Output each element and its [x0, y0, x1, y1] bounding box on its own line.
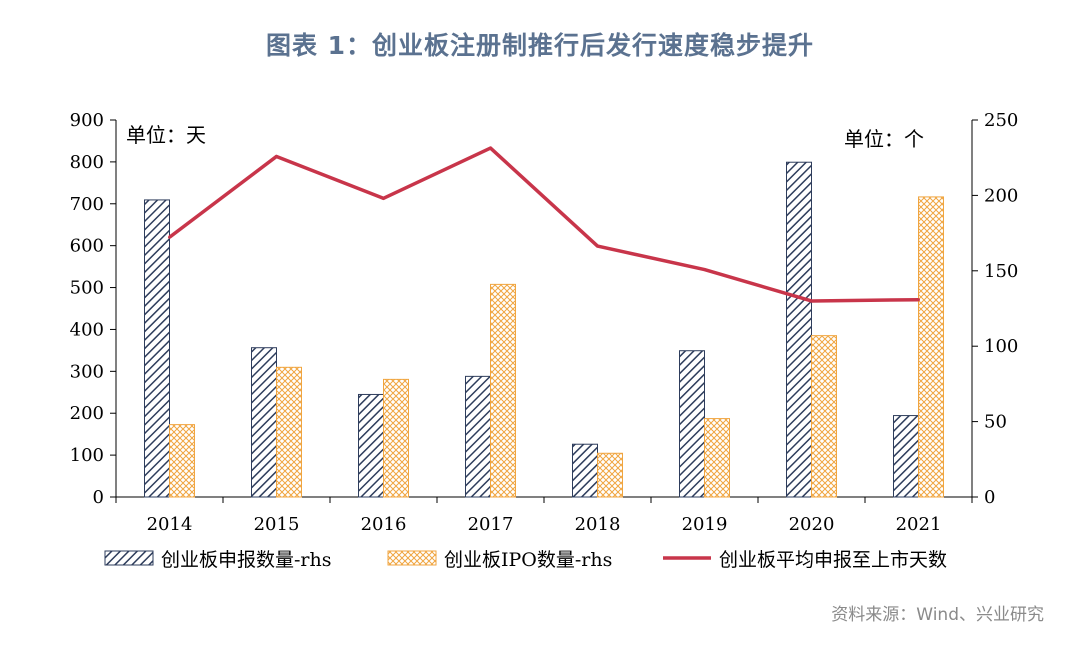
bar-ipos — [597, 452, 623, 498]
right-unit-label: 单位：个 — [844, 127, 924, 151]
left-axis-tick-label: 700 — [70, 194, 104, 215]
left-axis-tick-label: 600 — [70, 236, 104, 257]
line-point — [596, 244, 599, 248]
legend-swatch-ipos — [387, 550, 437, 566]
bar-applications — [144, 199, 170, 498]
bar-applications — [251, 347, 277, 498]
chart-title: 图表 1：创业板注册制推行后发行速度稳步提升 — [265, 31, 815, 60]
right-axis-tick-label: 50 — [984, 412, 1007, 433]
right-axis-tick-label: 150 — [984, 261, 1018, 282]
source-note: 资料来源：Wind、兴业研究 — [831, 605, 1044, 625]
bar-ipos — [490, 283, 516, 498]
left-axis-tick-label: 400 — [70, 319, 104, 340]
left-axis-tick-label: 900 — [70, 110, 104, 131]
bar-ipos — [918, 196, 944, 498]
x-axis-tick-label: 2017 — [468, 514, 514, 535]
line-point — [382, 196, 385, 200]
line-point — [703, 268, 706, 272]
line-point — [489, 146, 492, 150]
legend-label-applications: 创业板申报数量-rhs — [161, 549, 332, 571]
left-axis-tick-label: 0 — [93, 487, 104, 508]
x-axis-tick-label: 2021 — [896, 514, 942, 535]
left-axis-tick-label: 100 — [70, 445, 104, 466]
x-axis-tick-label: 2015 — [254, 514, 300, 535]
line-point — [275, 154, 278, 158]
bar-applications — [893, 415, 919, 498]
line-avg-days — [168, 146, 919, 303]
right-axis-tick-label: 100 — [984, 336, 1018, 357]
bar-applications — [358, 393, 384, 498]
left-axis-tick-label: 200 — [70, 403, 104, 424]
x-axis-tick-label: 2014 — [147, 514, 193, 535]
bar-ipos — [276, 366, 302, 498]
legend-swatch-applications — [104, 550, 154, 566]
bar-ipos — [704, 418, 730, 498]
x-axis-tick-label: 2016 — [361, 514, 407, 535]
bar-applications — [572, 443, 598, 498]
right-axis-tick-label: 0 — [984, 487, 995, 508]
bar-ipos — [169, 424, 195, 498]
bar-applications — [786, 161, 812, 498]
bar-ipos — [811, 335, 837, 498]
x-axis-tick-label: 2018 — [575, 514, 621, 535]
bar-applications — [679, 350, 705, 498]
bar-ipos — [383, 378, 409, 498]
right-axis-tick-label: 250 — [984, 110, 1018, 131]
line-point — [917, 298, 920, 302]
line-point — [810, 299, 813, 303]
left-axis-tick-label: 500 — [70, 278, 104, 299]
bar-applications — [465, 375, 491, 498]
left-axis-tick-label: 300 — [70, 361, 104, 382]
left-unit-label: 单位：天 — [126, 123, 206, 147]
right-axis-tick-label: 200 — [984, 185, 1018, 206]
left-axis-tick-label: 800 — [70, 152, 104, 173]
x-axis-tick-label: 2020 — [789, 514, 835, 535]
line-point — [168, 235, 171, 239]
x-axis-tick-label: 2019 — [682, 514, 728, 535]
legend-label-avg-days: 创业板平均申报至上市天数 — [719, 549, 947, 571]
legend-label-ipos: 创业板IPO数量-rhs — [444, 549, 612, 571]
